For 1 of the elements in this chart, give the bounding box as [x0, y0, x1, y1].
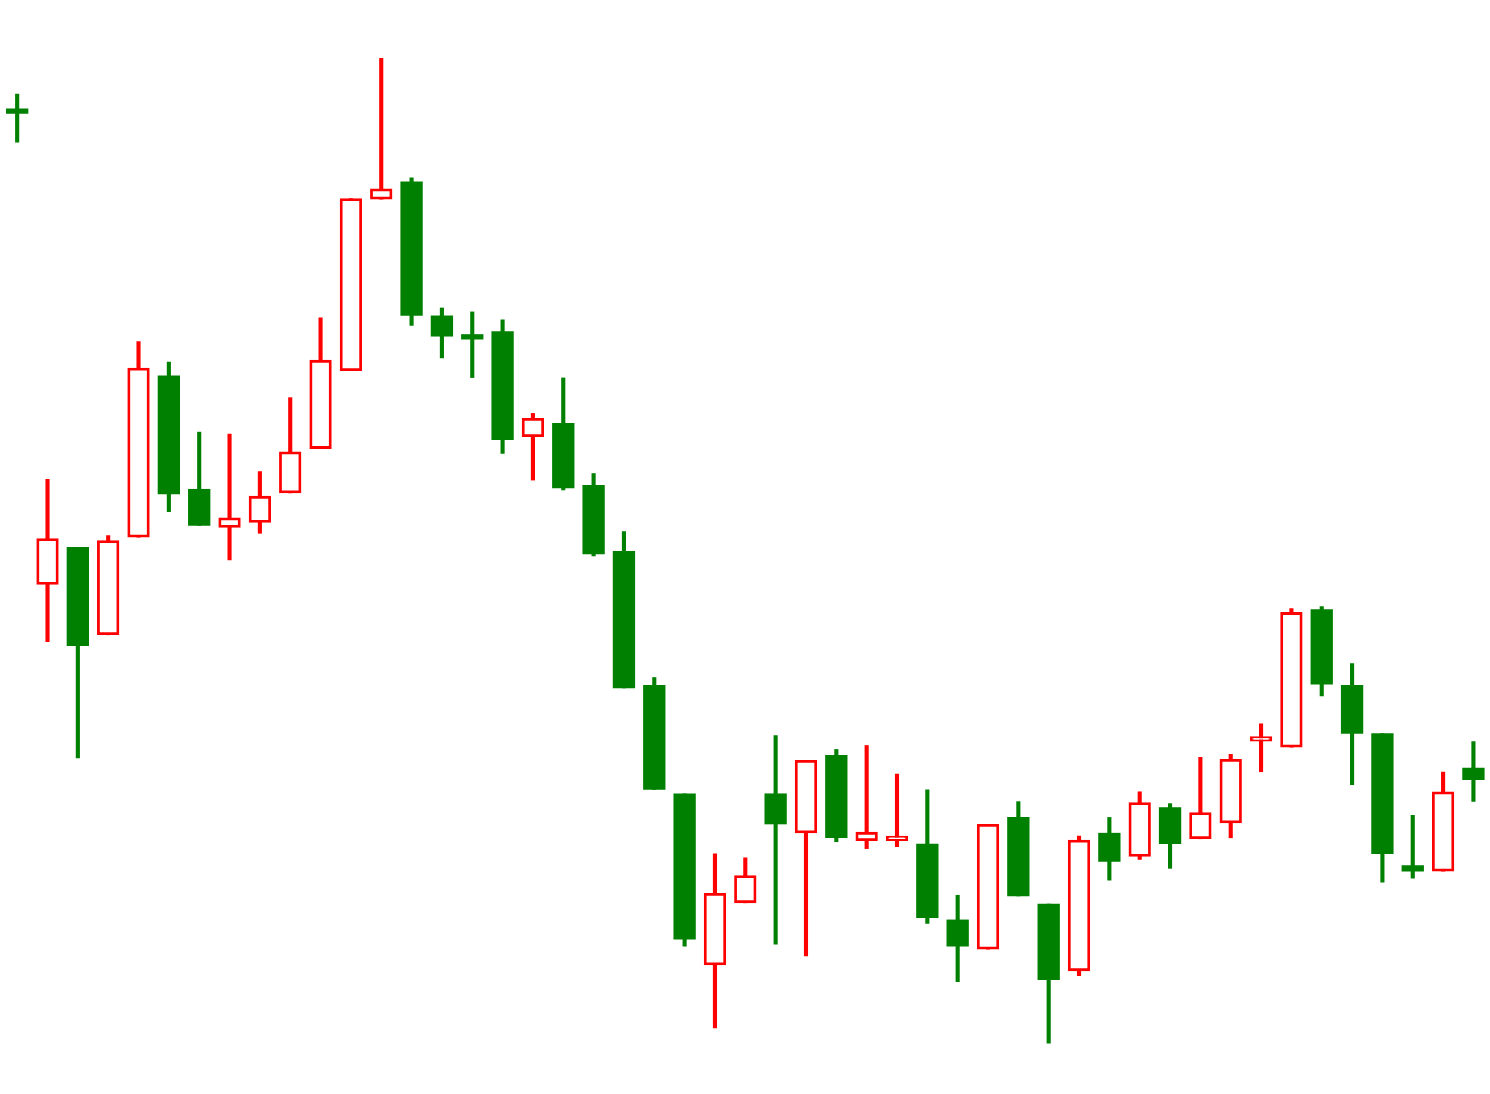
candlestick: [218, 433, 241, 561]
